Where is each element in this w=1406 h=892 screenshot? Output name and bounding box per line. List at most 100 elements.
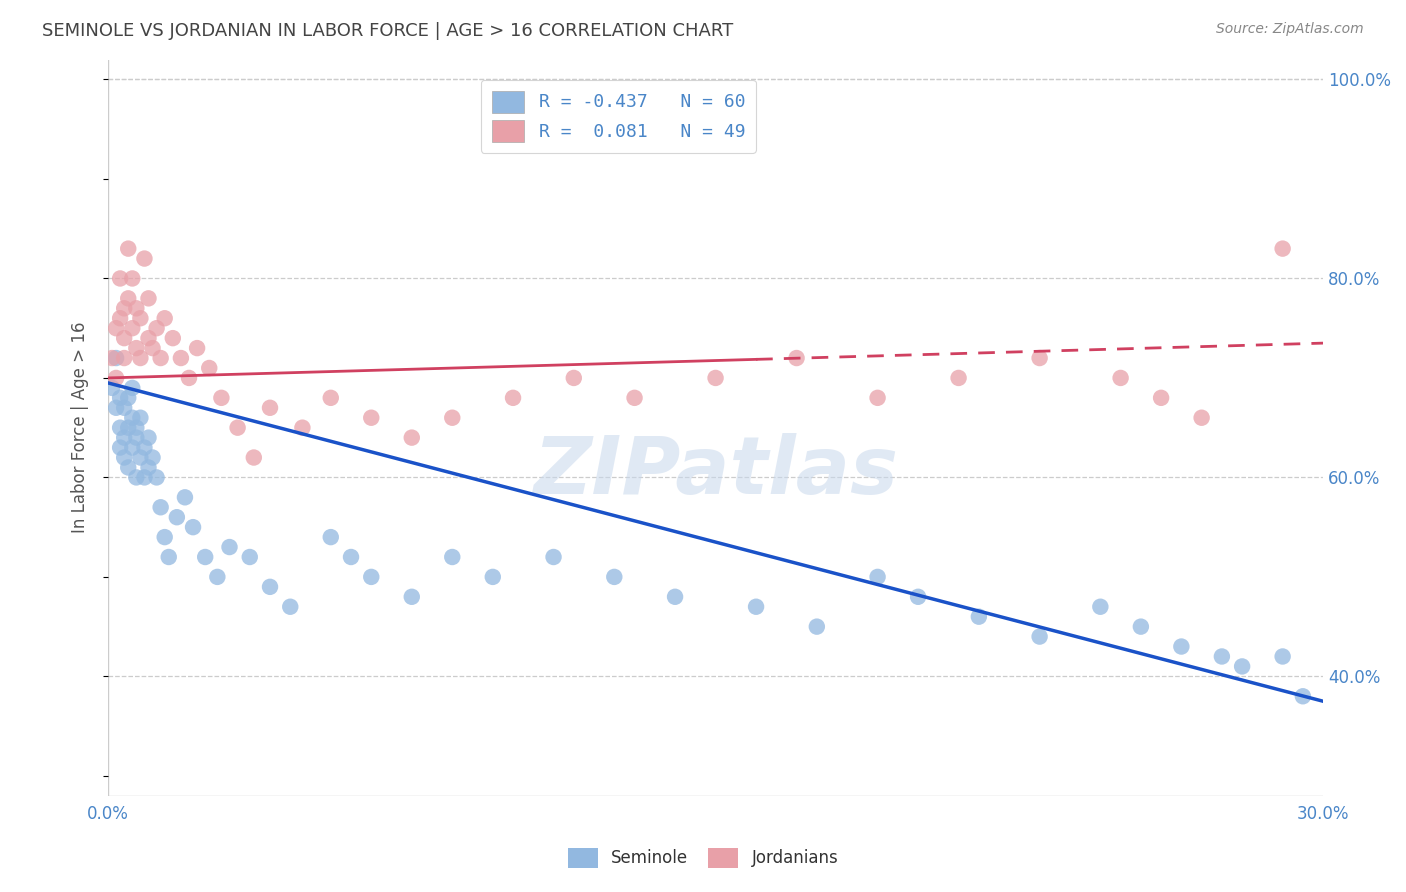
Point	[562, 371, 585, 385]
Point	[138, 331, 160, 345]
Point	[108, 420, 131, 434]
Point	[291, 420, 314, 434]
Point	[112, 351, 135, 365]
Point	[806, 620, 828, 634]
Point	[1090, 599, 1112, 614]
Point	[138, 431, 160, 445]
Point	[907, 590, 929, 604]
Point	[278, 599, 301, 614]
Point	[112, 331, 135, 345]
Point	[259, 580, 281, 594]
Point	[145, 321, 167, 335]
Point	[866, 391, 889, 405]
Point	[117, 460, 139, 475]
Point	[108, 311, 131, 326]
Point	[129, 311, 152, 326]
Y-axis label: In Labor Force | Age > 16: In Labor Force | Age > 16	[72, 322, 89, 533]
Point	[129, 450, 152, 465]
Point	[121, 441, 143, 455]
Point	[481, 570, 503, 584]
Point	[112, 401, 135, 415]
Point	[603, 570, 626, 584]
Point	[105, 321, 128, 335]
Point	[121, 381, 143, 395]
Point	[1230, 659, 1253, 673]
Point	[194, 549, 217, 564]
Point	[134, 441, 156, 455]
Point	[967, 609, 990, 624]
Point	[1271, 649, 1294, 664]
Point	[162, 331, 184, 345]
Point	[138, 291, 160, 305]
Point	[149, 351, 172, 365]
Point	[543, 549, 565, 564]
Point	[149, 500, 172, 515]
Point	[441, 410, 464, 425]
Point	[239, 549, 262, 564]
Point	[108, 391, 131, 405]
Point	[153, 530, 176, 544]
Point	[174, 491, 197, 505]
Point	[243, 450, 266, 465]
Point	[157, 549, 180, 564]
Point	[1271, 242, 1294, 256]
Point	[105, 371, 128, 385]
Point	[121, 321, 143, 335]
Point	[704, 371, 727, 385]
Text: SEMINOLE VS JORDANIAN IN LABOR FORCE | AGE > 16 CORRELATION CHART: SEMINOLE VS JORDANIAN IN LABOR FORCE | A…	[42, 22, 734, 40]
Point	[125, 341, 148, 355]
Point	[117, 420, 139, 434]
Point	[112, 450, 135, 465]
Point	[502, 391, 524, 405]
Point	[1028, 630, 1050, 644]
Point	[360, 570, 382, 584]
Point	[170, 351, 193, 365]
Point	[112, 301, 135, 316]
Point	[866, 570, 889, 584]
Point	[101, 351, 124, 365]
Point	[1170, 640, 1192, 654]
Point	[186, 341, 208, 355]
Point	[360, 410, 382, 425]
Point	[745, 599, 768, 614]
Point	[177, 371, 200, 385]
Point	[319, 391, 342, 405]
Point	[340, 549, 363, 564]
Point	[125, 431, 148, 445]
Point	[623, 391, 645, 405]
Point	[108, 271, 131, 285]
Point	[226, 420, 249, 434]
Point	[319, 530, 342, 544]
Point	[209, 391, 232, 405]
Point	[129, 410, 152, 425]
Point	[401, 431, 423, 445]
Point	[145, 470, 167, 484]
Point	[117, 391, 139, 405]
Legend: R = -0.437   N = 60, R =  0.081   N = 49: R = -0.437 N = 60, R = 0.081 N = 49	[481, 79, 756, 153]
Text: ZIPatlas: ZIPatlas	[533, 433, 898, 511]
Point	[105, 351, 128, 365]
Legend: Seminole, Jordanians: Seminole, Jordanians	[561, 841, 845, 875]
Point	[1191, 410, 1213, 425]
Point	[401, 590, 423, 604]
Point	[125, 301, 148, 316]
Point	[117, 242, 139, 256]
Point	[129, 351, 152, 365]
Point	[121, 271, 143, 285]
Point	[138, 460, 160, 475]
Point	[166, 510, 188, 524]
Point	[153, 311, 176, 326]
Point	[218, 540, 240, 554]
Text: Source: ZipAtlas.com: Source: ZipAtlas.com	[1216, 22, 1364, 37]
Point	[134, 252, 156, 266]
Point	[198, 361, 221, 376]
Point	[1109, 371, 1132, 385]
Point	[1129, 620, 1152, 634]
Point	[121, 410, 143, 425]
Point	[786, 351, 808, 365]
Point	[948, 371, 970, 385]
Point	[117, 291, 139, 305]
Point	[141, 341, 163, 355]
Point	[664, 590, 686, 604]
Point	[1028, 351, 1050, 365]
